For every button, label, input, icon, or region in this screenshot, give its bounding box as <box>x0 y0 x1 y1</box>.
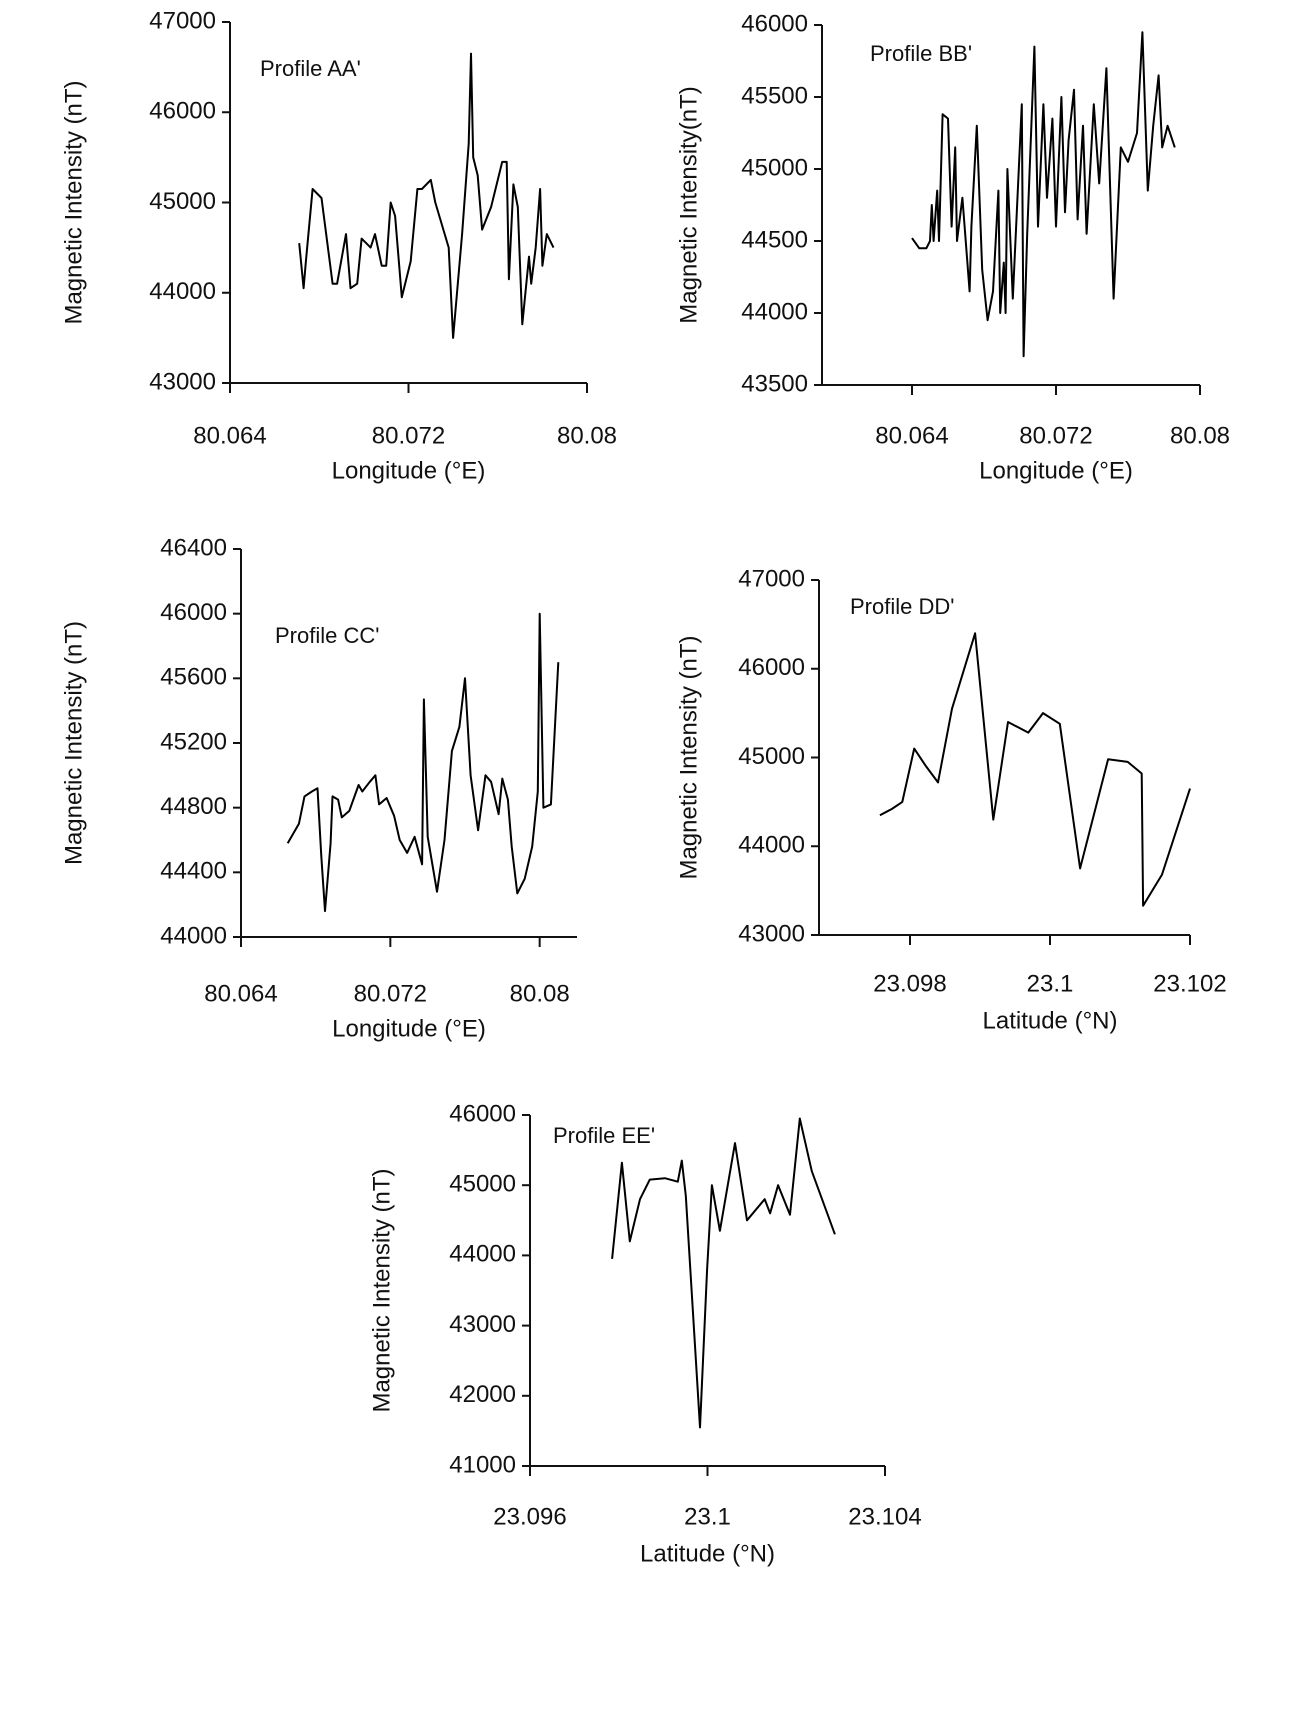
y-tick-label: 46000 <box>149 98 216 125</box>
chart-panel: 43000 44000 45000 46000 47000 80.064 80.072 80.… <box>60 7 617 484</box>
x-tick-label: 23.104 <box>848 1503 921 1530</box>
y-tick-label: 45000 <box>149 188 216 215</box>
y-tick-label: 45000 <box>738 743 805 770</box>
y-axis-label: Magnetic Intensity (nT) <box>60 80 87 324</box>
x-tick-label: 23.098 <box>873 970 946 997</box>
y-tick-label: 44000 <box>160 922 227 949</box>
y-axis-label: Magnetic Intensity(nT) <box>675 86 702 323</box>
x-axis-label: Longitude (°E) <box>979 457 1133 484</box>
chart-panel: 41000 42000 43000 44000 45000 46000 23.096 23.1… <box>368 1100 921 1567</box>
y-tick-label: 43000 <box>738 920 805 947</box>
chart-panel: 43000 44000 45000 46000 47000 23.098 23.1 23.10… <box>675 565 1226 1034</box>
y-tick-label: 44000 <box>149 278 216 305</box>
y-tick-label: 43000 <box>449 1311 516 1338</box>
y-tick-label: 47000 <box>149 7 216 34</box>
data-line <box>911 31 1176 358</box>
y-tick-label: 44400 <box>160 858 227 885</box>
data-line <box>286 612 560 913</box>
chart-title: Profile EE' <box>553 1123 655 1148</box>
y-tick-label: 44500 <box>741 226 808 253</box>
data-line <box>879 632 1191 907</box>
y-tick-label: 47000 <box>738 565 805 592</box>
y-tick-label: 45200 <box>160 728 227 755</box>
x-axis-label: Longitude (°E) <box>332 1015 486 1042</box>
charts: 43000 44000 45000 46000 47000 80.064 80.072 80.… <box>60 7 1230 1567</box>
x-axis-label: Latitude (°N) <box>983 1007 1118 1034</box>
y-tick-label: 45600 <box>160 664 227 691</box>
y-tick-label: 46000 <box>741 10 808 37</box>
x-axis-label: Longitude (°E) <box>332 457 486 484</box>
y-tick-label: 46000 <box>160 599 227 626</box>
y-tick-label: 46000 <box>738 654 805 681</box>
y-tick-label: 45000 <box>741 154 808 181</box>
chart-panel: 43500 44000 44500 45000 45500 46000 80.064 80.0… <box>675 10 1230 484</box>
chart-title: Profile DD' <box>850 594 954 619</box>
data-line <box>298 52 555 339</box>
data-line <box>611 1117 836 1429</box>
y-tick-label: 42000 <box>449 1381 516 1408</box>
chart-panel: 44000 44400 44800 45200 45600 46000 46400 80.06… <box>60 534 577 1042</box>
x-tick-label: 80.072 <box>1019 422 1092 449</box>
x-tick-label: 80.072 <box>372 422 445 449</box>
x-tick-label: 80.08 <box>557 422 617 449</box>
x-tick-label: 80.08 <box>1170 422 1230 449</box>
y-axis-label: Magnetic Intensity (nT) <box>60 621 87 865</box>
y-tick-label: 44000 <box>741 298 808 325</box>
y-tick-label: 46000 <box>449 1100 516 1127</box>
y-tick-label: 43500 <box>741 370 808 397</box>
x-tick-label: 80.064 <box>204 980 277 1007</box>
chart-title: Profile AA' <box>260 56 361 81</box>
x-tick-label: 23.1 <box>1027 970 1074 997</box>
chart-title: Profile CC' <box>275 623 379 648</box>
x-tick-label: 23.102 <box>1153 970 1226 997</box>
x-tick-label: 80.064 <box>875 422 948 449</box>
y-tick-label: 44800 <box>160 793 227 820</box>
y-tick-label: 45500 <box>741 82 808 109</box>
y-axis-label: Magnetic Intensity (nT) <box>368 1168 395 1412</box>
x-tick-label: 80.072 <box>354 980 427 1007</box>
x-tick-label: 80.064 <box>193 422 266 449</box>
y-tick-label: 46400 <box>160 534 227 561</box>
y-tick-label: 44000 <box>738 832 805 859</box>
y-tick-label: 43000 <box>149 368 216 395</box>
x-tick-label: 23.096 <box>493 1503 566 1530</box>
chart-title: Profile BB' <box>870 41 972 66</box>
y-axis-label: Magnetic Intensity (nT) <box>675 635 702 879</box>
y-tick-label: 44000 <box>449 1241 516 1268</box>
y-tick-label: 45000 <box>449 1171 516 1198</box>
y-tick-label: 41000 <box>449 1451 516 1478</box>
x-axis-label: Latitude (°N) <box>640 1540 775 1567</box>
x-tick-label: 23.1 <box>684 1503 731 1530</box>
x-tick-label: 80.08 <box>510 980 570 1007</box>
